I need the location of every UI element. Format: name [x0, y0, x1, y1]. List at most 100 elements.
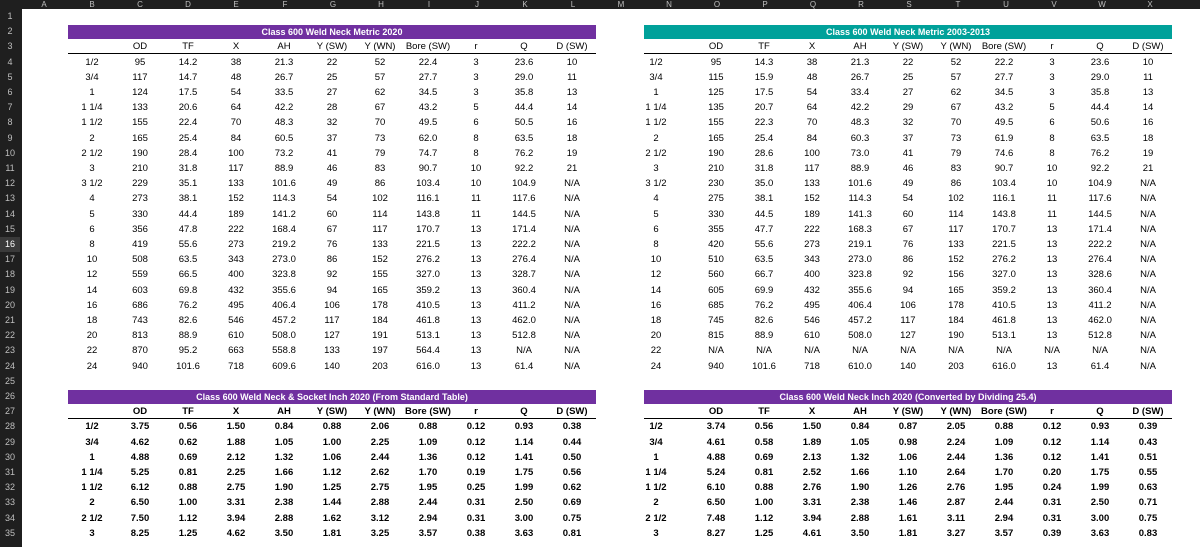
value-cell[interactable]: 2.88 — [850, 512, 870, 524]
value-cell[interactable]: 117 — [228, 163, 244, 174]
value-cell[interactable]: 44.4 — [1090, 102, 1110, 114]
value-cell[interactable]: 13 — [470, 360, 482, 372]
column-heading[interactable]: OD — [132, 41, 148, 53]
value-cell[interactable]: 13 — [470, 239, 482, 250]
value-cell[interactable]: 461.8 — [416, 315, 440, 326]
value-cell[interactable]: 221.5 — [992, 239, 1016, 250]
value-cell[interactable]: 49.5 — [418, 117, 438, 129]
value-cell[interactable]: 25 — [326, 71, 338, 83]
value-cell[interactable]: 0.87 — [898, 421, 918, 433]
value-cell[interactable]: 38 — [806, 56, 818, 68]
nps-size-cell[interactable]: 22 — [650, 345, 662, 357]
value-cell[interactable]: 870 — [132, 345, 148, 357]
value-cell[interactable]: 0.93 — [1090, 421, 1110, 433]
value-cell[interactable]: 74.7 — [418, 147, 438, 159]
nps-size-cell[interactable]: 3 — [653, 163, 659, 174]
value-cell[interactable]: 43.2 — [994, 102, 1014, 114]
value-cell[interactable]: 0.69 — [178, 451, 198, 463]
nps-size-cell[interactable]: 12 — [650, 269, 662, 281]
value-cell[interactable]: 210 — [132, 163, 148, 174]
value-cell[interactable]: 4.61 — [706, 436, 726, 448]
column-heading[interactable]: Y (WN) — [364, 406, 396, 418]
value-cell[interactable]: 222.2 — [1088, 239, 1112, 250]
value-cell[interactable]: 67 — [950, 102, 962, 114]
value-cell[interactable]: 11 — [471, 208, 481, 220]
value-cell[interactable]: 2.76 — [946, 482, 966, 494]
value-cell[interactable]: 0.38 — [466, 527, 486, 539]
value-cell[interactable]: 13 — [1046, 330, 1058, 342]
value-cell[interactable]: 100 — [804, 147, 820, 159]
value-cell[interactable]: 20.6 — [178, 102, 198, 114]
value-cell[interactable]: 41 — [326, 147, 338, 159]
nps-size-cell[interactable]: 22 — [86, 345, 98, 357]
value-cell[interactable]: 1.66 — [850, 467, 870, 478]
value-cell[interactable]: 27.7 — [994, 71, 1014, 83]
row-header-18[interactable]: 18 — [4, 269, 15, 280]
nps-size-cell[interactable]: 3 — [653, 527, 659, 539]
value-cell[interactable]: 1.70 — [418, 467, 438, 478]
value-cell[interactable]: 74.6 — [994, 147, 1014, 159]
value-cell[interactable]: 1.05 — [274, 436, 294, 448]
value-cell[interactable]: 5.24 — [706, 467, 726, 478]
value-cell[interactable]: 0.62 — [562, 482, 582, 494]
value-cell[interactable]: 1.46 — [898, 497, 918, 509]
value-cell[interactable]: 92 — [902, 269, 914, 281]
value-cell[interactable]: 62 — [950, 87, 962, 98]
value-cell[interactable]: 2.94 — [994, 512, 1014, 524]
value-cell[interactable]: 52 — [374, 56, 386, 68]
value-cell[interactable]: 512.8 — [1088, 330, 1112, 342]
value-cell[interactable]: 8 — [473, 132, 479, 144]
value-cell[interactable]: 29.0 — [1090, 71, 1110, 83]
value-cell[interactable]: 1.12 — [754, 512, 774, 524]
value-cell[interactable]: N/A — [564, 208, 580, 220]
value-cell[interactable]: 88.9 — [178, 330, 198, 342]
column-heading[interactable]: Q — [1096, 406, 1104, 418]
value-cell[interactable]: 61.4 — [514, 360, 534, 372]
value-cell[interactable]: 2.25 — [370, 436, 390, 448]
value-cell[interactable]: 400 — [804, 269, 820, 281]
value-cell[interactable]: 95.2 — [178, 345, 198, 357]
value-cell[interactable]: 140 — [900, 360, 916, 372]
value-cell[interactable]: 2.38 — [274, 497, 294, 509]
column-header-n[interactable]: N — [666, 0, 672, 9]
value-cell[interactable]: 114 — [372, 208, 388, 220]
row-header-12[interactable]: 12 — [4, 178, 15, 189]
value-cell[interactable]: 44.5 — [754, 208, 774, 220]
nps-size-cell[interactable]: 1 1/2 — [645, 482, 667, 494]
value-cell[interactable]: 0.81 — [754, 467, 774, 478]
value-cell[interactable]: 2.50 — [1090, 497, 1110, 509]
value-cell[interactable]: 88.9 — [850, 163, 870, 174]
nps-size-cell[interactable]: 1 — [653, 87, 659, 98]
row-header-5[interactable]: 5 — [7, 71, 13, 82]
column-heading[interactable]: Q — [520, 41, 528, 53]
value-cell[interactable]: 1.36 — [994, 451, 1014, 463]
value-cell[interactable]: 603 — [132, 284, 148, 296]
nps-size-cell[interactable]: 20 — [86, 330, 98, 342]
value-cell[interactable]: 406.4 — [848, 299, 872, 311]
nps-size-cell[interactable]: 2 — [653, 497, 659, 509]
row-header-4[interactable]: 4 — [7, 56, 13, 67]
value-cell[interactable]: 1.95 — [418, 482, 438, 494]
value-cell[interactable]: 1.66 — [274, 467, 294, 478]
value-cell[interactable]: 90.7 — [418, 163, 438, 174]
value-cell[interactable]: 461.8 — [992, 315, 1016, 326]
value-cell[interactable]: 143.8 — [416, 208, 440, 220]
value-cell[interactable]: 546 — [228, 315, 244, 326]
value-cell[interactable]: 275 — [708, 193, 724, 205]
row-header-15[interactable]: 15 — [4, 223, 15, 234]
value-cell[interactable]: N/A — [1140, 223, 1156, 235]
column-header-x[interactable]: X — [1147, 0, 1153, 9]
value-cell[interactable]: 22 — [902, 56, 914, 68]
value-cell[interactable]: 127 — [324, 330, 340, 342]
value-cell[interactable]: 49 — [902, 178, 914, 190]
value-cell[interactable]: 21 — [566, 163, 578, 174]
value-cell[interactable]: 38.1 — [178, 193, 198, 205]
nps-size-cell[interactable]: 1 1/4 — [81, 467, 103, 478]
nps-size-cell[interactable]: 14 — [650, 284, 662, 296]
value-cell[interactable]: 101.6 — [176, 360, 200, 372]
value-cell[interactable]: 1.50 — [226, 421, 246, 433]
value-cell[interactable]: 0.88 — [322, 421, 342, 433]
nps-size-cell[interactable]: 18 — [650, 315, 662, 326]
value-cell[interactable]: 609.6 — [272, 360, 296, 372]
value-cell[interactable]: 2.44 — [370, 451, 390, 463]
